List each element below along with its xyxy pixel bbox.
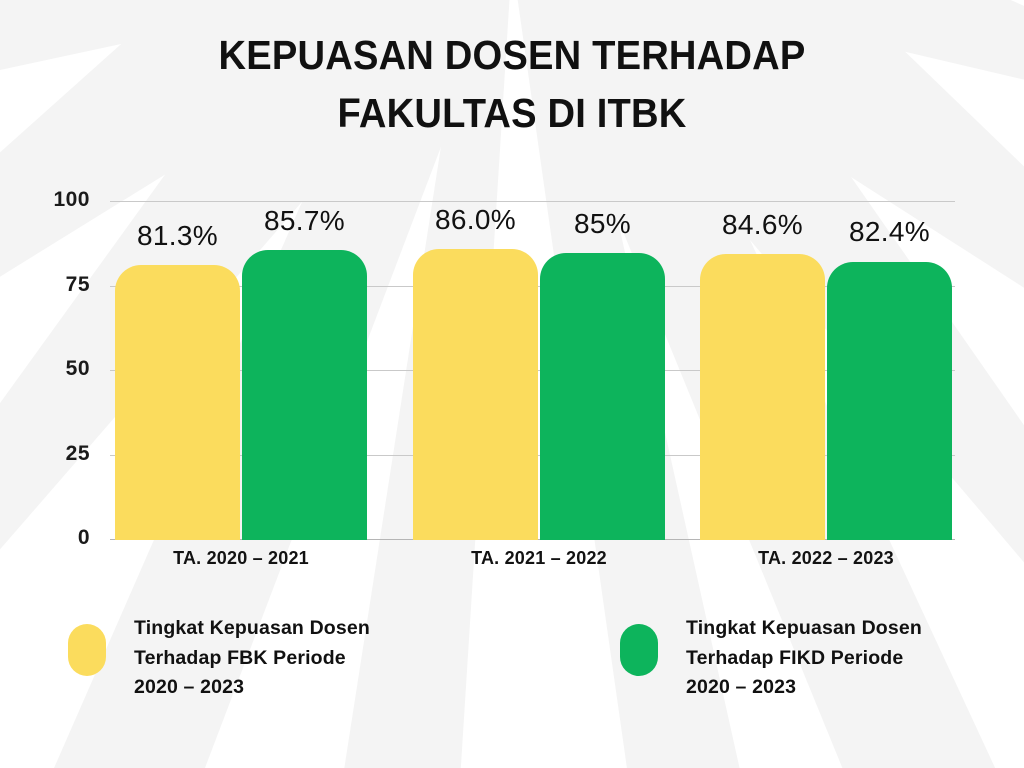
y-tick-25: 25 [65, 441, 90, 465]
legend-item-fbk[interactable]: Tingkat Kepuasan Dosen Terhadap FBK Peri… [68, 614, 370, 703]
bar-2021-2022-fikd[interactable] [540, 252, 665, 540]
legend-label-fbk-line-1: Tingkat Kepuasan Dosen [134, 617, 370, 639]
page-title-line-2: FAKULTAS DI ITBK [337, 90, 687, 137]
legend-item-fikd[interactable]: Tingkat Kepuasan Dosen Terhadap FIKD Per… [620, 614, 922, 703]
page-title-line-1: KEPUASAN DOSEN TERHADAP [218, 32, 806, 78]
bar-label-2021-2022-fikd: 85% [574, 207, 631, 239]
x-axis-label-2020-2021: TA. 2020 – 2021 [173, 548, 309, 568]
legend-label-fbk-line-3: 2020 – 2023 [134, 676, 245, 699]
bar-2022-2023-fikd[interactable] [827, 261, 952, 540]
bar-2021-2022-fbk[interactable] [413, 249, 538, 540]
legend-label-fikd-line-3: 2020 – 2023 [686, 676, 797, 699]
legend-label-fikd-line-2: Terhadap FIKD Periode [686, 646, 904, 669]
legend-label-fikd: Tingkat Kepuasan Dosen Terhadap FIKD Per… [686, 614, 922, 703]
y-tick-0: 0 [77, 526, 90, 549]
bar-label-2022-2023-fikd: 82.4% [849, 216, 930, 248]
bar-label-2021-2022-fbk: 86.0% [435, 204, 516, 236]
legend-label-fbk-line-2: Terhadap FBK Periode [134, 646, 346, 669]
x-axis-label-2022-2023: TA. 2022 – 2023 [758, 548, 894, 568]
bar-label-2020-2021-fbk: 81.3% [137, 220, 218, 252]
bar-label-2022-2023-fbk: 84.6% [722, 209, 803, 241]
y-tick-50: 50 [65, 357, 90, 380]
bar-2020-2021-fbk[interactable] [115, 265, 240, 540]
legend-swatch-fbk-icon [68, 624, 106, 676]
y-axis: 100 75 50 25 0 [28, 188, 90, 549]
bar-label-2020-2021-fikd: 85.7% [264, 205, 345, 237]
bar-2020-2021-fikd[interactable] [242, 250, 367, 540]
y-tick-100: 100 [53, 188, 90, 211]
gridline-100 [110, 201, 955, 202]
page-title: KEPUASAN DOSEN TERHADAP FAKULTAS DI ITBK [36, 26, 988, 142]
x-axis-label-2021-2022: TA. 2021 – 2022 [471, 548, 607, 568]
bar-2022-2023-fbk[interactable] [700, 254, 825, 540]
legend-swatch-fikd-icon [620, 624, 658, 676]
y-tick-75: 75 [65, 272, 90, 296]
legend-label-fbk: Tingkat Kepuasan Dosen Terhadap FBK Peri… [134, 614, 370, 703]
legend-label-fikd-line-1: Tingkat Kepuasan Dosen [686, 617, 922, 639]
